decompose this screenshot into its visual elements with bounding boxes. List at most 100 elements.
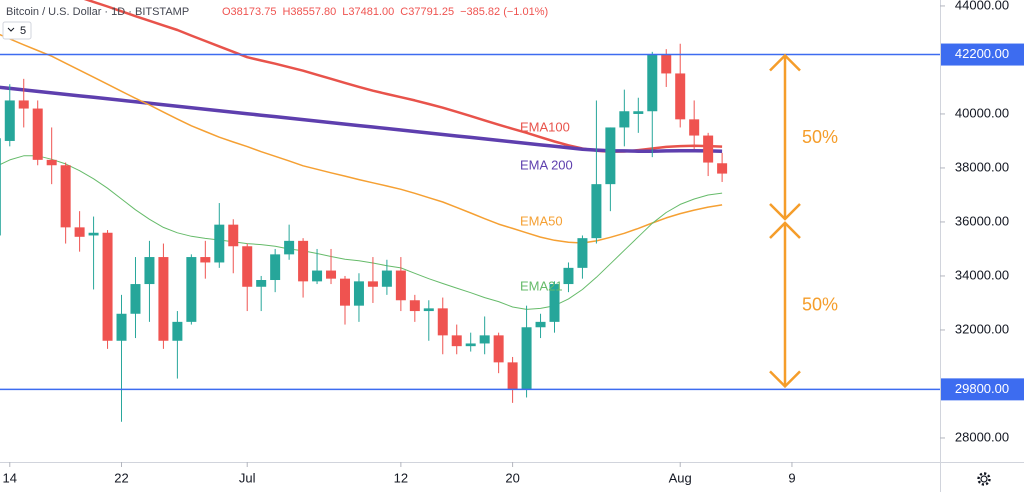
candle-body: [647, 54, 658, 112]
x-tick-label: Jul: [239, 470, 256, 485]
indicator-count: 5: [20, 25, 26, 37]
ohlc-legend: O38173.75 H38557.80 L37481.00 C37791.25 −385…: [222, 6, 548, 18]
gear-center: [980, 475, 988, 483]
x-tick-label: 14: [3, 470, 17, 485]
ema-line: [0, 85, 723, 153]
chevron: [7, 27, 15, 32]
arrow-head: [769, 53, 801, 72]
measure-label: 50%: [802, 294, 838, 314]
candle-body: [32, 108, 43, 160]
ema-line: [0, 33, 723, 244]
candle-body: [591, 184, 602, 239]
candle-body: [703, 135, 714, 163]
candle-body: [4, 100, 15, 141]
candle-body: [675, 73, 686, 120]
candle-body: [60, 165, 71, 228]
gear-teeth: [977, 472, 991, 486]
measure-label: 50%: [802, 127, 838, 147]
candle-body: [284, 240, 295, 255]
candle-body: [367, 281, 378, 287]
candle-body: [549, 284, 560, 322]
candle-body: [130, 284, 141, 314]
y-tick-label: 36000.00: [955, 213, 1009, 228]
x-tick-label: Aug: [669, 470, 692, 485]
candle-body: [256, 280, 267, 287]
candle-body: [339, 278, 350, 306]
candle-body: [689, 119, 700, 136]
candle-body: [270, 254, 281, 281]
y-tick-label: 38000.00: [955, 159, 1009, 174]
candle-body: [661, 54, 672, 74]
candle-body: [172, 321, 183, 341]
candle-body: [493, 335, 504, 363]
ohlc-value: C37791.25: [400, 6, 454, 18]
candle-body: [326, 270, 337, 279]
plot-area: [0, 0, 940, 422]
candle-body: [605, 127, 616, 185]
series-label: EMA50: [520, 213, 563, 228]
candle-body: [144, 257, 155, 285]
ema-line: [0, 155, 723, 310]
series-label: EMA21: [520, 278, 563, 293]
candle-body: [521, 327, 532, 390]
ohlc-value: −385.82 (−1.01%): [460, 6, 548, 18]
candle-body: [200, 257, 211, 263]
level-badge: [941, 43, 1024, 66]
y-tick-label: 28000.00: [955, 429, 1009, 444]
candle-body: [88, 232, 99, 236]
series-label: EMA100: [520, 119, 570, 134]
candle-body: [158, 257, 169, 341]
candle-body: [74, 227, 85, 237]
candle-body: [214, 224, 225, 263]
y-tick-label: 32000.00: [955, 321, 1009, 336]
x-tick-label: 22: [114, 470, 128, 485]
indicator-chip: [2, 21, 32, 40]
candle-body: [437, 308, 448, 336]
x-tick-label: 12: [394, 470, 408, 485]
x-tick-label: 20: [505, 470, 519, 485]
candle-body: [116, 313, 127, 341]
candle-body: [619, 111, 630, 128]
level-label: 29800.00: [955, 381, 1009, 396]
series-label: EMA 200: [520, 157, 573, 172]
candle-body: [563, 267, 574, 285]
candle-body: [507, 362, 518, 390]
candle-body: [186, 257, 197, 322]
y-tick-label: 44000.00: [955, 0, 1009, 12]
ohlc-value: L37481.00: [342, 6, 394, 18]
candle-body: [46, 159, 57, 166]
candle-body: [465, 343, 476, 347]
indicator-toggle[interactable]: 5: [2, 21, 32, 40]
candle-body: [242, 246, 253, 287]
candle-body: [535, 321, 546, 328]
arrow-head: [769, 203, 801, 221]
candle-body: [423, 308, 434, 312]
arrow-head: [769, 370, 801, 389]
settings-icon[interactable]: [977, 472, 991, 486]
level-badge: [941, 378, 1024, 401]
arrow-head: [769, 221, 801, 239]
candle-body: [577, 238, 588, 268]
candle-body: [409, 300, 420, 312]
candle-body: [633, 111, 644, 114]
candle-body: [228, 224, 239, 247]
axes: 28000.00 32000.00 34000.00 36000.00 38000.00…: [3, 0, 1024, 485]
candle-body: [479, 335, 490, 344]
candle-body: [312, 270, 323, 282]
ohlc-value: O38173.75: [222, 6, 276, 18]
candle-body: [381, 270, 392, 287]
y-tick-label: 40000.00: [955, 105, 1009, 120]
chart-title: Bitcoin / U.S. Dollar · 1D · BITSTAMP: [6, 6, 189, 18]
candle-body: [102, 232, 113, 341]
candle-body: [298, 240, 309, 282]
candle-body: [717, 163, 728, 174]
candle-body: [451, 335, 462, 347]
candle-body: [353, 281, 364, 306]
candle-body: [395, 270, 406, 301]
candle-body: [18, 100, 29, 109]
level-label: 42200.00: [955, 46, 1009, 61]
ohlc-value: H38557.80: [282, 6, 336, 18]
y-tick-label: 34000.00: [955, 267, 1009, 282]
